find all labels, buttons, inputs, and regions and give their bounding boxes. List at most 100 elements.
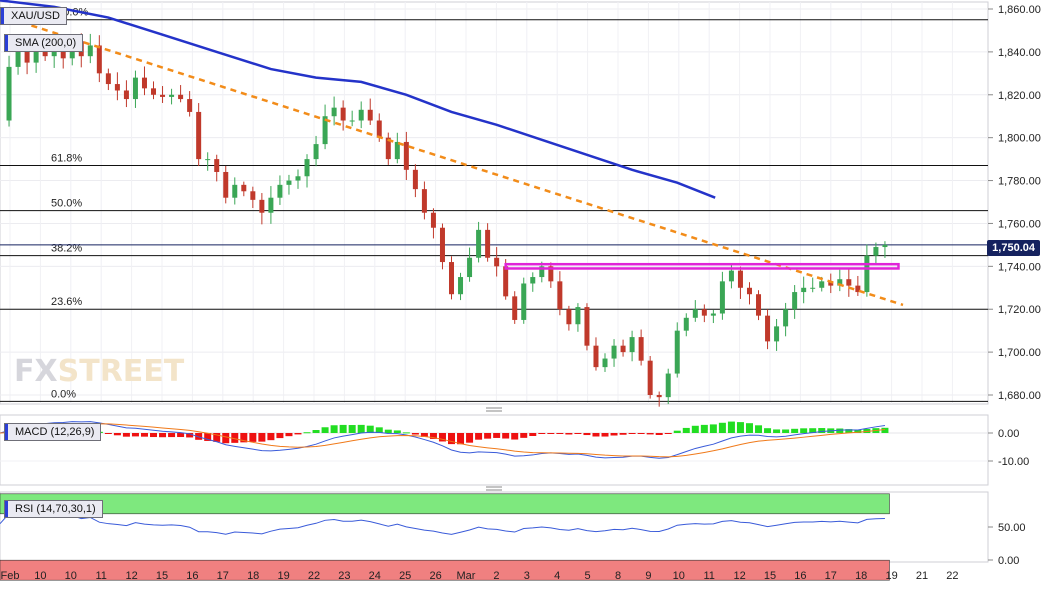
candle-body bbox=[611, 345, 617, 359]
candle-body bbox=[151, 88, 157, 95]
macd-label: MACD (12,26,9) bbox=[15, 426, 95, 438]
x-tick-label: 10 bbox=[673, 570, 685, 582]
y-tick-label: 1,820.00 bbox=[998, 90, 1041, 102]
candle-body bbox=[575, 307, 581, 325]
candle-body bbox=[449, 262, 454, 295]
macd-histogram-bar bbox=[240, 433, 248, 443]
x-tick-label: 19 bbox=[885, 570, 897, 582]
macd-histogram-bar bbox=[411, 433, 419, 435]
candle-body bbox=[828, 281, 834, 286]
candle-body bbox=[286, 180, 292, 185]
candle-body bbox=[394, 141, 400, 160]
macd-histogram-bar bbox=[303, 432, 311, 434]
macd-histogram-bar bbox=[556, 433, 564, 434]
candle-body bbox=[819, 281, 825, 288]
fib-label: 0.0% bbox=[51, 388, 76, 400]
candle-body bbox=[421, 189, 427, 213]
x-tick-label: 2 bbox=[493, 570, 499, 582]
candle-body bbox=[458, 277, 464, 295]
resistance-zone bbox=[504, 262, 900, 270]
fib-label: 50.0% bbox=[51, 198, 82, 210]
candle-body bbox=[584, 307, 590, 346]
x-tick-label: 10 bbox=[34, 570, 46, 582]
candle-body bbox=[503, 266, 509, 297]
x-tick-label: 11 bbox=[95, 570, 106, 582]
macd-histogram-bar bbox=[321, 427, 329, 433]
x-tick-label: 12 bbox=[125, 570, 137, 582]
macd-histogram-bar bbox=[646, 433, 654, 435]
candle-body bbox=[232, 184, 238, 198]
sma-badge: SMA (200,0) bbox=[4, 34, 84, 52]
candle-body bbox=[765, 315, 771, 342]
candle-body bbox=[494, 257, 500, 267]
badge-marker bbox=[5, 424, 8, 440]
macd-histogram-bar bbox=[195, 433, 203, 440]
candle-body bbox=[647, 360, 653, 395]
candle-body bbox=[774, 326, 780, 342]
x-tick-label: 25 bbox=[399, 570, 411, 582]
macd-histogram-bar bbox=[736, 422, 744, 433]
macd-histogram-bar bbox=[122, 433, 130, 437]
macd-histogram-bar bbox=[745, 423, 753, 433]
macd-histogram-bar bbox=[393, 430, 401, 433]
candle-body bbox=[141, 77, 147, 89]
sma-label: SMA (200,0) bbox=[15, 37, 77, 49]
macd-histogram-bar bbox=[845, 429, 853, 433]
badge-marker bbox=[5, 501, 8, 517]
macd-histogram-bar bbox=[565, 433, 573, 435]
x-tick-label: 24 bbox=[369, 570, 381, 582]
candle-body bbox=[187, 99, 193, 112]
macd-histogram-bar bbox=[429, 433, 437, 439]
candle-body bbox=[620, 345, 626, 353]
badge-marker bbox=[1, 8, 4, 24]
macd-histogram-bar bbox=[818, 428, 826, 433]
macd-histogram-bar bbox=[682, 427, 690, 433]
macd-histogram-bar bbox=[691, 425, 699, 433]
macd-histogram-bar bbox=[330, 425, 338, 433]
macd-histogram-bar bbox=[177, 433, 185, 438]
macd-histogram-bar bbox=[267, 433, 275, 441]
macd-histogram-bar bbox=[420, 433, 428, 437]
macd-line bbox=[0, 421, 886, 459]
macd-histogram-bar bbox=[150, 433, 158, 438]
macd-histogram-bar bbox=[529, 433, 537, 436]
candle-body bbox=[241, 184, 247, 192]
macd-tick-label: -10.00 bbox=[998, 456, 1029, 468]
candle-body bbox=[656, 395, 662, 398]
macd-histogram-bar bbox=[213, 433, 221, 442]
macd-histogram-bar bbox=[592, 433, 600, 437]
last-price-tag: 1,750.04 bbox=[987, 240, 1040, 256]
macd-histogram-bar bbox=[339, 424, 347, 433]
x-tick-label: Mar bbox=[457, 570, 476, 582]
candle-body bbox=[837, 279, 843, 286]
trendline bbox=[0, 14, 904, 307]
macd-histogram-bar bbox=[484, 433, 492, 439]
y-tick-label: 1,720.00 bbox=[998, 304, 1041, 316]
y-tick-label: 1,840.00 bbox=[998, 47, 1041, 59]
candle-body bbox=[322, 116, 328, 145]
y-tick-label: 1,760.00 bbox=[998, 218, 1041, 230]
axes: 1,680.00 1,700.00 1,720.00 1,740.00 1,760.00… bbox=[1, 4, 1041, 582]
candle-body bbox=[557, 281, 563, 310]
macd-histogram-bar bbox=[727, 421, 735, 433]
rsi-tick-label: 0.00 bbox=[998, 555, 1019, 567]
x-tick-label: 21 bbox=[916, 570, 928, 582]
candle-body bbox=[205, 159, 211, 161]
macd-histogram-bar bbox=[448, 433, 455, 445]
candle-body bbox=[701, 309, 707, 316]
macd-histogram-bar bbox=[168, 433, 176, 438]
candle-body bbox=[340, 107, 346, 121]
y-tick-label: 1,800.00 bbox=[998, 133, 1041, 145]
macd-histogram-bar bbox=[131, 433, 139, 437]
macd-histogram-bar bbox=[655, 433, 663, 435]
macd-histogram-bar bbox=[285, 433, 293, 437]
candle-body bbox=[439, 227, 445, 263]
macd-histogram-bar bbox=[375, 427, 383, 433]
macd-histogram-bar bbox=[610, 433, 618, 436]
candle-body bbox=[746, 287, 752, 295]
x-tick-label: 22 bbox=[946, 570, 958, 582]
candle-body bbox=[710, 313, 716, 316]
candle-body bbox=[756, 294, 762, 316]
